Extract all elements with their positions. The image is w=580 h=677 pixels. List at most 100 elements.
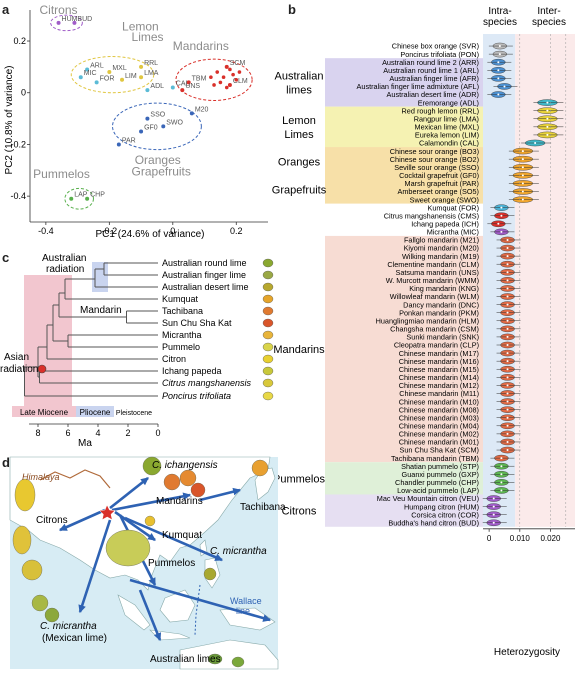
- pca-point: [85, 67, 90, 72]
- violin-median: [500, 206, 503, 209]
- pca-ytick-label: -0.4: [10, 191, 26, 201]
- fruit-illustration: [231, 656, 245, 668]
- pca-point: [139, 75, 144, 80]
- violin-row-label: Changsha mandarin (CSM): [390, 325, 479, 334]
- violin-median: [546, 133, 549, 136]
- taxon-label: Citron: [162, 354, 186, 364]
- pca-point-extra: [212, 83, 216, 87]
- violin-row-label: Dancy mandarin (DNC): [403, 300, 479, 309]
- taxon-fruit-icon: [262, 342, 274, 352]
- dispersal-arrow: [199, 488, 241, 502]
- violin-row-label: Chinese sour orange (BO2): [390, 155, 479, 164]
- violin-median: [521, 190, 524, 193]
- violin-row-label: Humpang citron (HUM): [404, 502, 479, 511]
- pca-point: [170, 85, 175, 90]
- violin-median: [497, 222, 500, 225]
- epoch-pliocene-label: Pliocene: [80, 408, 111, 417]
- violin-median: [506, 247, 509, 250]
- pca-point-extra: [231, 72, 235, 77]
- dispersal-arrowhead: [147, 532, 156, 541]
- taxon-label: Australian desert lime: [162, 282, 249, 292]
- map-borneo: [159, 589, 196, 623]
- pca-point: [56, 20, 61, 25]
- violin-median: [492, 505, 495, 508]
- pca-group-label: Citrons: [40, 3, 78, 17]
- tree-branches: [24, 262, 158, 397]
- violin-group-name: Oranges: [278, 156, 321, 168]
- violin-row-label: Chinese sour orange (BO3): [390, 147, 479, 156]
- violin-row-label: Chinese mandarin (M12): [399, 381, 479, 390]
- pca-point-label: CHP: [90, 192, 105, 199]
- dispersal-arrow: [138, 589, 162, 641]
- violin-xtick-label: 0.010: [510, 534, 531, 543]
- pca-point: [94, 80, 99, 85]
- violin-row-label: Australian round lime 2 (ARR): [382, 58, 479, 67]
- pca-point-label: SSO: [150, 112, 165, 119]
- violin-median: [546, 117, 549, 120]
- violin-median: [500, 473, 503, 476]
- pca-point: [107, 70, 112, 75]
- violin-row-label: Australian desert lime (ADR): [387, 90, 479, 99]
- violin-median: [521, 150, 524, 153]
- pca-point-label: CLM: [233, 78, 248, 85]
- panel-letter-c: c: [2, 250, 10, 265]
- violin-row-label: Kiyomi mandarin (M20): [404, 244, 479, 253]
- fruit-illustration: [31, 594, 49, 612]
- violin-row-label: Chinese mandarin (M03): [399, 413, 479, 422]
- violin-rows: Chinese box orange (SVR)Poncirus trifoli…: [272, 42, 564, 527]
- dispersal-arrow: [109, 476, 149, 510]
- pca-point: [145, 88, 150, 93]
- violin-median: [498, 53, 501, 56]
- pca-point: [69, 196, 74, 201]
- violin-median: [506, 327, 509, 330]
- dispersal-arrowhead: [153, 632, 162, 642]
- panel-letter-d: d: [2, 455, 10, 470]
- tree-taxa: Australian round lime Australian finger l…: [162, 258, 274, 401]
- pca-point-label: ADL: [150, 83, 164, 90]
- map-label-mandarins: Mandarins: [156, 496, 203, 507]
- map-label-ichangensis: C. ichangensis: [152, 460, 218, 471]
- pca-xlabel: PC1 (24.6% of variance): [96, 229, 205, 240]
- taxon-label: Tachibana: [162, 306, 203, 316]
- violin-group-band: [325, 494, 483, 527]
- pca-point: [139, 129, 144, 134]
- tree-xtick-label: 0: [155, 428, 160, 438]
- violin-row-label: Ponkan mandarin (PKM): [399, 308, 479, 317]
- violin-median: [546, 101, 549, 104]
- violin-median: [500, 489, 503, 492]
- violin-row-label: Rangpur lime (LMA): [414, 114, 479, 123]
- violin-axes: 0 0.010 0.020: [483, 34, 575, 543]
- violin-row-label: Eureka lemon (LIM): [415, 131, 479, 140]
- violin-group-band: [325, 58, 483, 107]
- pca-group-ellipse: [175, 58, 253, 101]
- violin-row-label: Satsuma mandarin (UNS): [395, 268, 479, 277]
- violin-median: [506, 263, 509, 266]
- dispersal-arrow: [124, 516, 223, 562]
- pca-point-label: MXL: [112, 65, 127, 72]
- pca-point: [120, 77, 125, 82]
- violin-median: [506, 392, 509, 395]
- violin-xtick-label: 0.020: [540, 534, 561, 543]
- pca-xtick-label: 0: [170, 226, 175, 236]
- pca-point-label: LMA: [144, 70, 159, 77]
- violin-row-label: W. Murcott mandarin (WMM): [386, 276, 479, 285]
- violin-group-name: Lemon: [282, 115, 316, 127]
- violin-row-label: Chinese mandarin (M02): [399, 430, 479, 439]
- pca-ytick-label: -0.2: [10, 139, 26, 149]
- violin-row-label: Sweet orange (SWO): [410, 195, 479, 204]
- fruit-illustration: [163, 473, 181, 491]
- violin-median: [506, 287, 509, 290]
- dispersal-arrow: [78, 519, 112, 613]
- violin-row-label: Chinese mandarin (M14): [399, 373, 479, 382]
- violin-median: [506, 271, 509, 274]
- violin-median: [506, 424, 509, 427]
- violin-median: [506, 344, 509, 346]
- violin-row-label: Corsica citron (COR): [411, 510, 479, 519]
- taxon-fruit-icon: [262, 282, 274, 292]
- taxon-label: Poncirus trifoliata: [162, 391, 231, 401]
- panel-letter-a: a: [2, 2, 10, 17]
- violin-median: [506, 440, 509, 443]
- dispersal-arrowhead: [140, 477, 149, 486]
- violin-median: [506, 408, 509, 411]
